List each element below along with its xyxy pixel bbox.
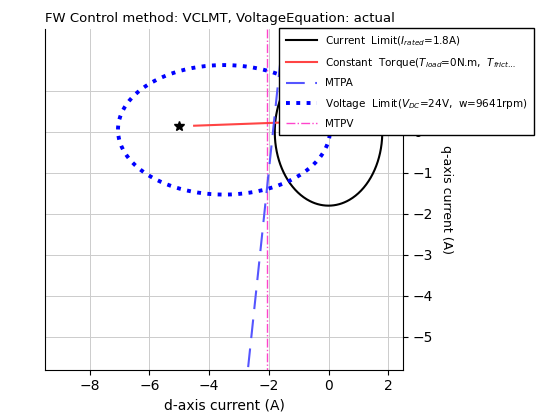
X-axis label: d-axis current (A): d-axis current (A) (164, 399, 284, 413)
Y-axis label: q-axis current (A): q-axis current (A) (440, 145, 453, 254)
Text: FW Control method: VCLMT, VoltageEquation: actual: FW Control method: VCLMT, VoltageEquatio… (45, 13, 395, 26)
Legend: Current  Limit($I_{rated}$=1.8A), Constant  Torque($T_{load}$=0N.m,  $T_{frict…}: Current Limit($I_{rated}$=1.8A), Constan… (279, 28, 534, 135)
